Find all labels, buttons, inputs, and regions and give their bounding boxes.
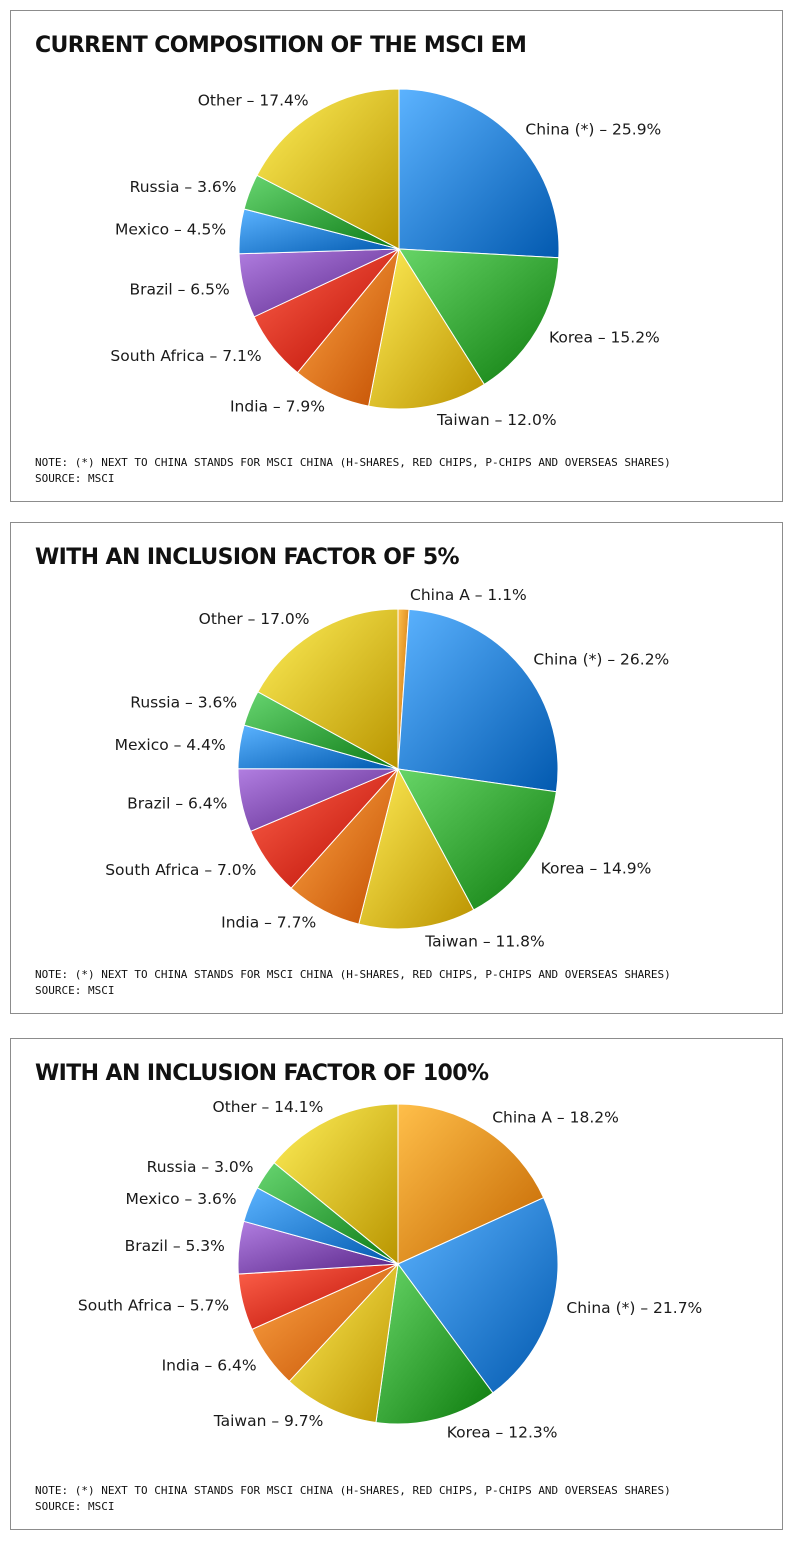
chart-title: WITH AN INCLUSION FACTOR OF 5% — [35, 545, 460, 570]
slice-label-india: India – 6.4% — [162, 1356, 257, 1374]
chart-footnote: NOTE: (*) NEXT TO CHINA STANDS FOR MSCI … — [35, 455, 671, 487]
pie-slice-taiwan — [288, 1262, 399, 1424]
slice-label-taiwan: Taiwan – 12.0% — [436, 411, 557, 429]
slice-label-china-a: China A – 18.2% — [492, 1109, 619, 1127]
slice-label-mexico: Mexico – 4.4% — [115, 736, 226, 754]
slice-label-china-a: China A – 1.1% — [410, 586, 527, 604]
pie-chart-100-percent: China A – 18.2% China (*) – 21.7% Korea – … — [78, 1098, 702, 1442]
slice-label-mexico: Mexico – 4.5% — [115, 221, 226, 239]
pie-chart-panel-5-percent: WITH AN INCLUSION FACTOR OF 5% China A –… — [10, 522, 783, 1014]
slice-label-korea: Korea – 14.9% — [541, 860, 652, 878]
pie-chart-panel-current: CURRENT COMPOSITION OF THE MSCI EM China… — [10, 10, 783, 502]
chart-footnote: NOTE: (*) NEXT TO CHINA STANDS FOR MSCI … — [35, 1483, 671, 1515]
slice-label-mexico: Mexico – 3.6% — [125, 1190, 236, 1208]
slice-label-india: India – 7.9% — [230, 398, 325, 416]
note-text: NOTE: (*) NEXT TO CHINA STANDS FOR MSCI … — [35, 1484, 671, 1497]
slice-label-other: Other – 17.0% — [199, 610, 310, 628]
pie-slice-korea — [375, 1262, 494, 1425]
pie-chart-current: China (*) – 25.9% Korea – 15.2% Taiwan – 1… — [110, 88, 661, 429]
pie-slice-china — [397, 1197, 559, 1394]
pie-chart-panel-100-percent: WITH AN INCLUSION FACTOR OF 100% China A… — [10, 1038, 783, 1530]
slice-label-brazil: Brazil – 5.3% — [125, 1237, 225, 1255]
slice-label-russia: Russia – 3.0% — [147, 1158, 254, 1176]
slice-label-korea: Korea – 15.2% — [549, 328, 660, 346]
pie-slice-korea — [398, 248, 560, 386]
source-text: SOURCE: MSCI — [35, 984, 115, 997]
slice-label-russia: Russia – 3.6% — [130, 694, 237, 712]
slice-label-other: Other – 14.1% — [213, 1098, 324, 1116]
pie-slice-korea — [397, 768, 557, 911]
slice-label-brazil: Brazil – 6.4% — [127, 794, 227, 812]
slice-label-russia: Russia – 3.6% — [130, 178, 237, 196]
slice-label-korea: Korea – 12.3% — [447, 1424, 558, 1442]
slice-label-taiwan: Taiwan – 9.7% — [213, 1412, 324, 1430]
slice-label-south-africa: South Africa – 5.7% — [78, 1297, 229, 1315]
slice-label-china: China (*) – 26.2% — [533, 651, 669, 669]
source-text: SOURCE: MSCI — [35, 472, 115, 485]
slice-label-brazil: Brazil – 6.5% — [129, 280, 229, 298]
slice-label-taiwan: Taiwan – 11.8% — [424, 933, 545, 951]
pie-slice-other — [273, 1103, 399, 1266]
slice-label-south-africa: South Africa – 7.0% — [105, 861, 256, 879]
note-text: NOTE: (*) NEXT TO CHINA STANDS FOR MSCI … — [35, 456, 671, 469]
pie-chart-5-percent: China A – 1.1% China (*) – 26.2% Korea – 1… — [105, 586, 669, 951]
slice-label-india: India – 7.7% — [221, 914, 316, 932]
pie-slice-china — [397, 608, 559, 793]
pie-slice-taiwan — [367, 247, 485, 410]
pie-slice-other — [257, 608, 399, 770]
chart-title: CURRENT COMPOSITION OF THE MSCI EM — [35, 33, 527, 58]
pie-slice-china-a — [397, 1103, 545, 1265]
source-text: SOURCE: MSCI — [35, 1500, 115, 1513]
chart-title: WITH AN INCLUSION FACTOR OF 100% — [35, 1061, 489, 1086]
pie-slice-china — [398, 88, 560, 259]
slice-label-other: Other – 17.4% — [198, 91, 309, 109]
note-text: NOTE: (*) NEXT TO CHINA STANDS FOR MSCI … — [35, 968, 671, 981]
chart-footnote: NOTE: (*) NEXT TO CHINA STANDS FOR MSCI … — [35, 967, 671, 999]
slice-label-china: China (*) – 25.9% — [525, 120, 661, 138]
slice-label-south-africa: South Africa – 7.1% — [110, 347, 261, 365]
pie-slice-other — [256, 88, 400, 250]
pie-slice-taiwan — [358, 767, 475, 930]
slice-label-china: China (*) – 21.7% — [566, 1299, 702, 1317]
